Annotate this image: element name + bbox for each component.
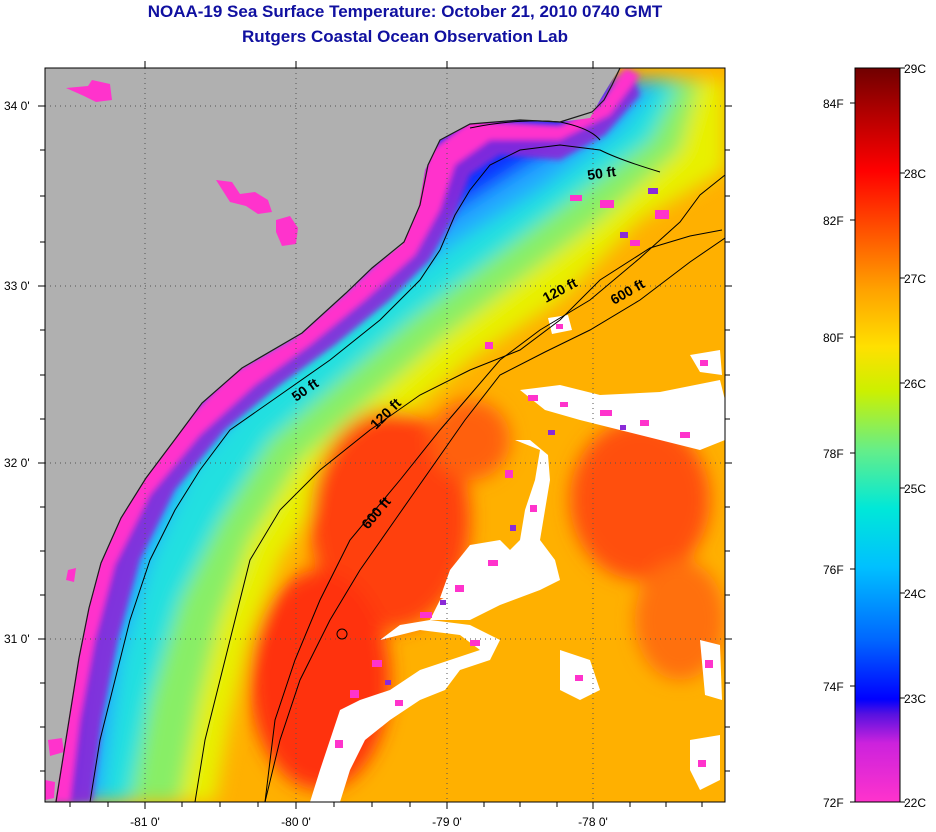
lat-label-31: 31 0' [4, 632, 30, 646]
cb-c-27: 27C [904, 272, 926, 286]
lon-label-80: -80 0' [281, 815, 311, 829]
cb-c-28: 28C [904, 167, 926, 181]
lat-label-33: 33 0' [4, 279, 30, 293]
land-mass [45, 68, 620, 802]
coastline [55, 68, 621, 802]
cb-f-76: 76F [823, 563, 844, 577]
contour-label-50ft-north: 50 ft [586, 163, 617, 183]
cb-c-29: 29C [904, 62, 926, 76]
map-subtitle: Rutgers Coastal Ocean Observation Lab [242, 27, 568, 46]
contour-600ft [264, 174, 725, 802]
lat-label-34: 34 0' [4, 99, 30, 113]
cb-c-24: 24C [904, 587, 926, 601]
contour-50ft [89, 144, 661, 802]
cb-f-74: 74F [823, 680, 844, 694]
contour-120ft [194, 229, 723, 802]
cb-c-26: 26C [904, 377, 926, 391]
cb-f-80: 80F [823, 331, 844, 345]
map-grid [45, 68, 725, 802]
contour-shelf-break [264, 237, 725, 802]
cb-f-82: 82F [823, 214, 844, 228]
cb-f-78: 78F [823, 447, 844, 461]
lon-label-79: -79 0' [432, 815, 462, 829]
map-title: NOAA-19 Sea Surface Temperature: October… [147, 2, 663, 21]
cb-c-23: 23C [904, 692, 926, 706]
lat-label-32: 32 0' [4, 456, 30, 470]
lon-label-78: -78 0' [578, 815, 608, 829]
cb-f-84: 84F [823, 97, 844, 111]
depth-contours [89, 120, 725, 802]
cb-c-25: 25C [904, 482, 926, 496]
colorbar: 29C 28C 27C 26C 25C 24C 23C 22C 84F 82F … [823, 62, 926, 810]
cb-c-22: 22C [904, 796, 926, 810]
cloud-cover [310, 188, 725, 802]
lon-label-81: -81 0' [130, 815, 160, 829]
cb-f-72: 72F [823, 796, 844, 810]
